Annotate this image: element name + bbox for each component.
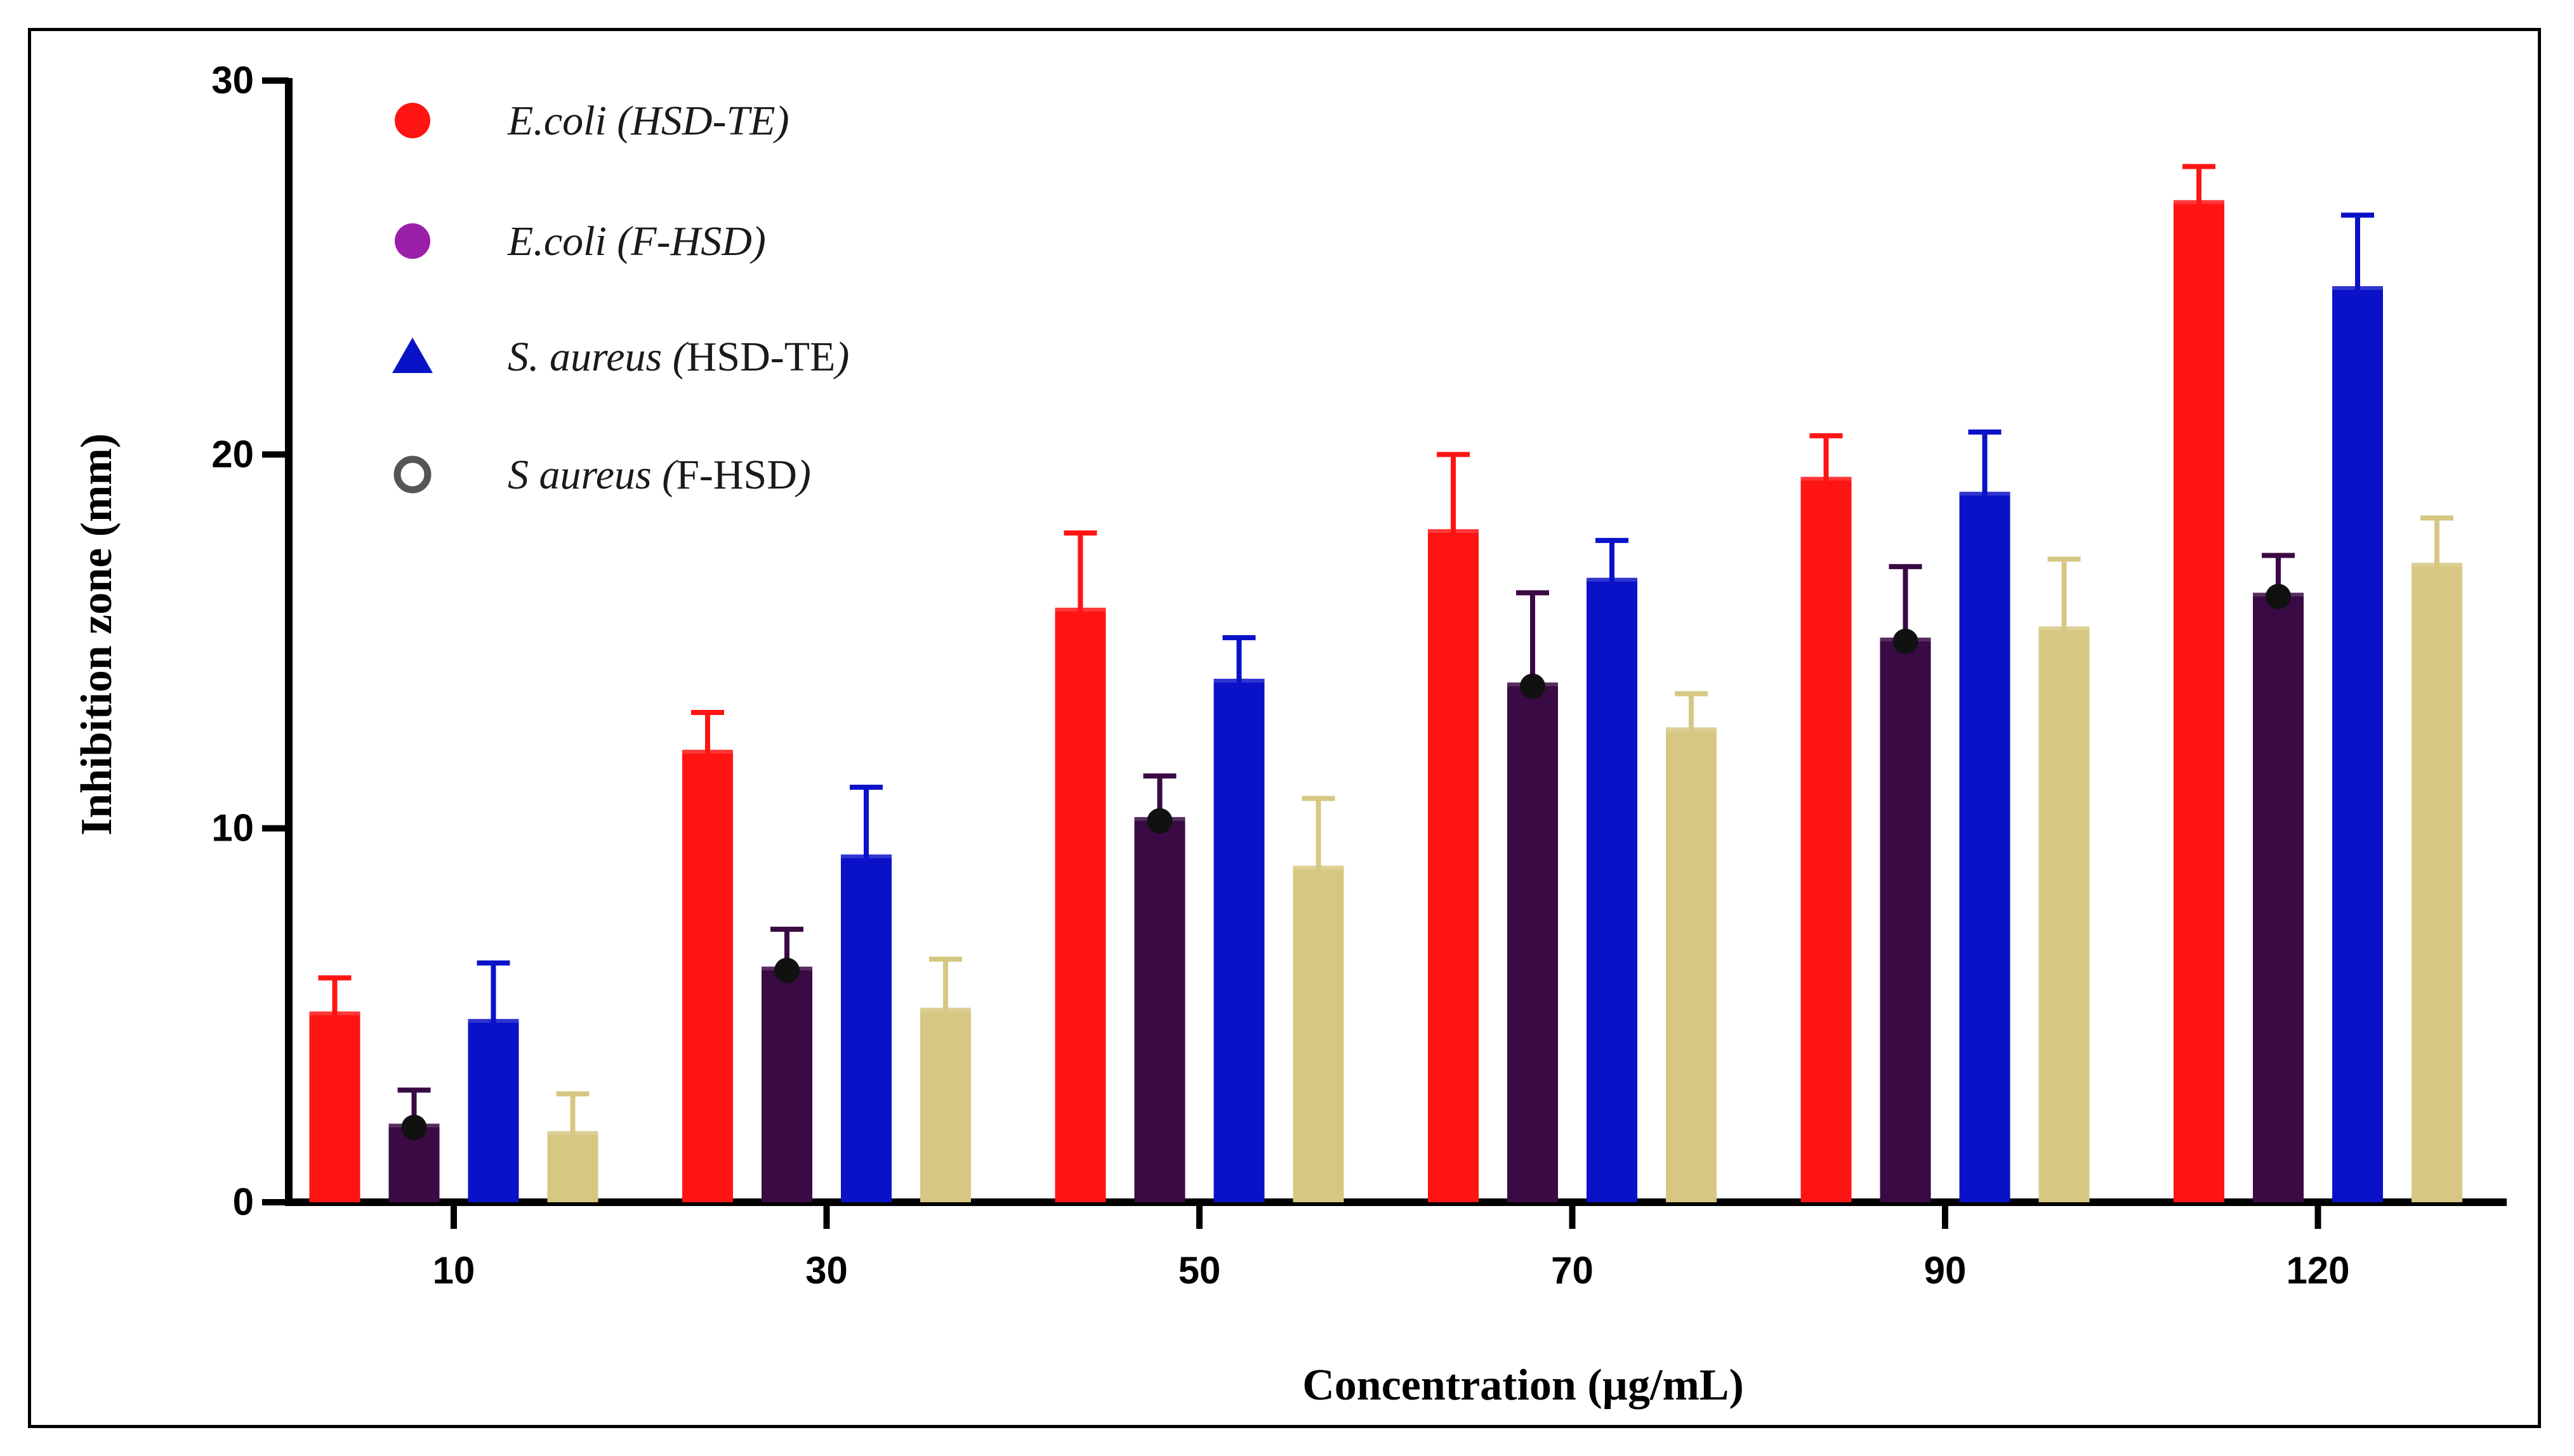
bar-top <box>547 1131 598 1138</box>
legend-label-italic: S aureus ( <box>508 452 678 498</box>
bar-top <box>309 1011 360 1018</box>
bar-top <box>2038 626 2090 633</box>
x-tick-label: 30 <box>805 1249 848 1292</box>
bar-top <box>1428 529 1479 536</box>
bar <box>1800 480 1852 1202</box>
bar <box>309 1015 360 1202</box>
x-tick-label: 90 <box>1924 1249 1967 1292</box>
data-point-marker <box>1147 808 1173 834</box>
legend-label: S. aureus (HSD-TE) <box>508 334 849 380</box>
bar <box>1213 682 1265 1202</box>
data-point-marker <box>401 1115 427 1141</box>
bar-top <box>1800 476 1852 483</box>
legend-label-italic: E.coli (F-HSD) <box>507 218 766 265</box>
bar-top <box>841 854 892 861</box>
x-tick-label: 10 <box>433 1249 475 1292</box>
legend: E.coli (HSD-TE) E.coli (F-HSD) S. aureus (… <box>392 98 849 498</box>
bar <box>2253 596 2304 1202</box>
axes: 0 10 20 30 10 30 50 70 90 120 <box>211 59 2507 1292</box>
legend-marker-triangle <box>392 338 433 373</box>
bar-top <box>2332 286 2383 293</box>
bar <box>468 1023 519 1202</box>
figure-border <box>28 28 2541 1428</box>
data-point-marker <box>1892 629 1918 654</box>
x-tick-label: 70 <box>1551 1249 1594 1292</box>
bar <box>1055 611 1106 1202</box>
bar <box>1507 686 1558 1202</box>
legend-label-plain: F-HSD <box>676 452 797 498</box>
legend-label: S aureus (F-HSD) <box>508 452 811 498</box>
y-axis-title: Inhibition zone (mm) <box>72 433 121 836</box>
bar <box>1666 731 1717 1202</box>
bar <box>1134 820 1185 1202</box>
bar <box>920 1011 971 1202</box>
y-tick-label: 0 <box>233 1181 254 1223</box>
legend-label: E.coli (HSD-TE) <box>507 98 789 144</box>
bar-top <box>1587 577 1637 584</box>
y-tick-label: 20 <box>211 433 254 475</box>
legend-label-italic: S. aureus ( <box>508 334 689 380</box>
bar <box>2332 290 2383 1203</box>
bar <box>547 1134 598 1202</box>
bar-top <box>2174 200 2224 207</box>
bar <box>762 970 812 1202</box>
bar-top <box>1293 865 1344 872</box>
bars-layer <box>309 164 2462 1203</box>
bar <box>1959 495 2010 1203</box>
bar-top <box>1666 727 1717 734</box>
data-point-marker <box>774 957 800 983</box>
bar-top <box>1213 678 1265 685</box>
bar <box>1587 581 1637 1202</box>
bar <box>1428 533 1479 1203</box>
data-point-marker <box>2266 584 2291 610</box>
bar <box>841 858 892 1202</box>
bar-top <box>2412 563 2462 570</box>
x-axis-title: Concentration (µg/mL) <box>1302 1361 1744 1410</box>
legend-marker-circle <box>395 103 430 138</box>
legend-label: E.coli (F-HSD) <box>507 218 766 265</box>
bar-top <box>920 1007 971 1014</box>
bar-top <box>1055 607 1106 614</box>
legend-label-plain: HSD-TE <box>687 334 836 380</box>
bar <box>682 753 733 1202</box>
bar-top <box>682 749 733 756</box>
bar <box>1880 641 1931 1202</box>
legend-label-italic: E.coli (HSD-TE) <box>507 98 789 144</box>
bar-top <box>468 1019 519 1026</box>
y-tick-label: 30 <box>211 59 254 102</box>
bar <box>2174 204 2224 1203</box>
legend-label-italic-end: ) <box>795 452 811 498</box>
bar <box>1293 869 1344 1202</box>
y-tick-label: 10 <box>211 807 254 849</box>
legend-marker-circle <box>395 223 430 259</box>
data-point-marker <box>1520 673 1545 699</box>
legend-marker-open-circle <box>393 456 432 494</box>
x-tick-label: 120 <box>2286 1249 2349 1292</box>
bar-top <box>1959 492 2010 499</box>
bar <box>2412 567 2462 1202</box>
x-tick-label: 50 <box>1178 1249 1221 1292</box>
bar <box>2038 630 2090 1202</box>
legend-label-italic-end: ) <box>833 334 849 380</box>
